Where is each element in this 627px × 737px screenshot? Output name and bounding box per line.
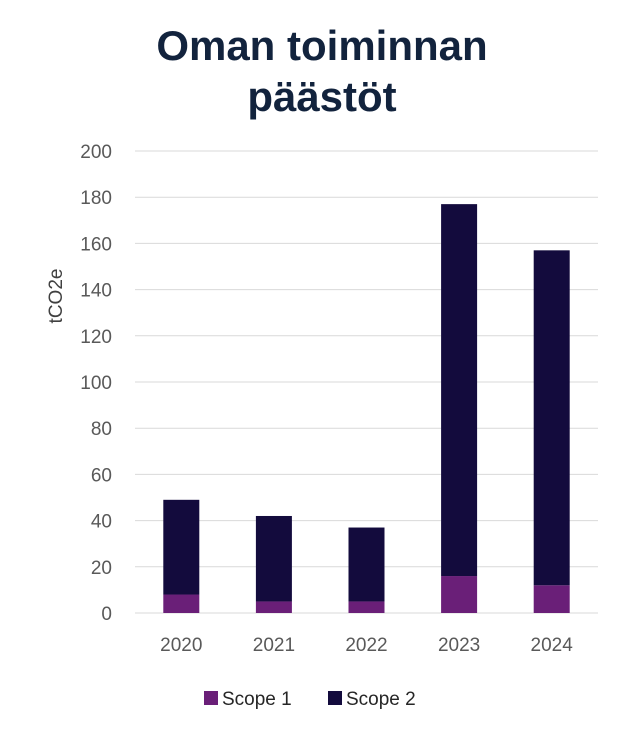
bar-scope-2-2022 bbox=[348, 527, 385, 602]
legend-swatch bbox=[204, 691, 218, 705]
y-tick-label: 40 bbox=[91, 512, 112, 533]
y-tick-label: 180 bbox=[80, 188, 112, 209]
bar-scope-2-2021 bbox=[255, 515, 292, 602]
y-tick-label: 140 bbox=[80, 281, 112, 302]
y-tick-label: 0 bbox=[101, 604, 112, 625]
legend-label: Scope 1 bbox=[222, 689, 292, 710]
y-tick-label: 60 bbox=[91, 465, 112, 486]
y-tick-label: 20 bbox=[91, 558, 112, 579]
bar-scope-1-2023 bbox=[441, 576, 478, 613]
chart-title-line-1: Oman toiminnan bbox=[156, 22, 487, 69]
x-tick-label: 2021 bbox=[253, 635, 295, 656]
bars bbox=[163, 204, 570, 613]
x-tick-label: 2022 bbox=[345, 635, 387, 656]
x-tick-label: 2024 bbox=[531, 635, 574, 656]
bar-scope-1-2022 bbox=[348, 601, 385, 613]
y-tick-label: 80 bbox=[91, 419, 112, 440]
legend-label: Scope 2 bbox=[346, 689, 416, 710]
bar-scope-1-2020 bbox=[163, 594, 200, 613]
x-tick-label: 2023 bbox=[438, 635, 480, 656]
bar-scope-1-2024 bbox=[533, 585, 570, 613]
bar-scope-2-2024 bbox=[533, 250, 570, 586]
y-tick-label: 120 bbox=[80, 327, 112, 348]
y-tick-label: 200 bbox=[80, 142, 112, 163]
legend: Scope 1 Scope 2 bbox=[204, 689, 416, 710]
gridlines bbox=[135, 150, 598, 614]
y-tick-label: 160 bbox=[80, 234, 112, 255]
x-tick-label: 2020 bbox=[160, 635, 202, 656]
x-tick-labels: 2020 2021 2022 2023 2024 bbox=[160, 635, 573, 656]
legend-swatch bbox=[328, 691, 342, 705]
y-axis-label: tCO2e bbox=[46, 269, 67, 324]
bar-scope-2-2023 bbox=[441, 204, 478, 577]
bar-scope-2-2020 bbox=[163, 499, 200, 595]
y-tick-labels: 0 20 40 60 80 100 120 140 160 180 200 bbox=[80, 142, 112, 625]
bar-scope-1-2021 bbox=[255, 601, 292, 613]
y-tick-label: 100 bbox=[80, 373, 112, 394]
chart-title-line-2: päästöt bbox=[247, 73, 396, 120]
